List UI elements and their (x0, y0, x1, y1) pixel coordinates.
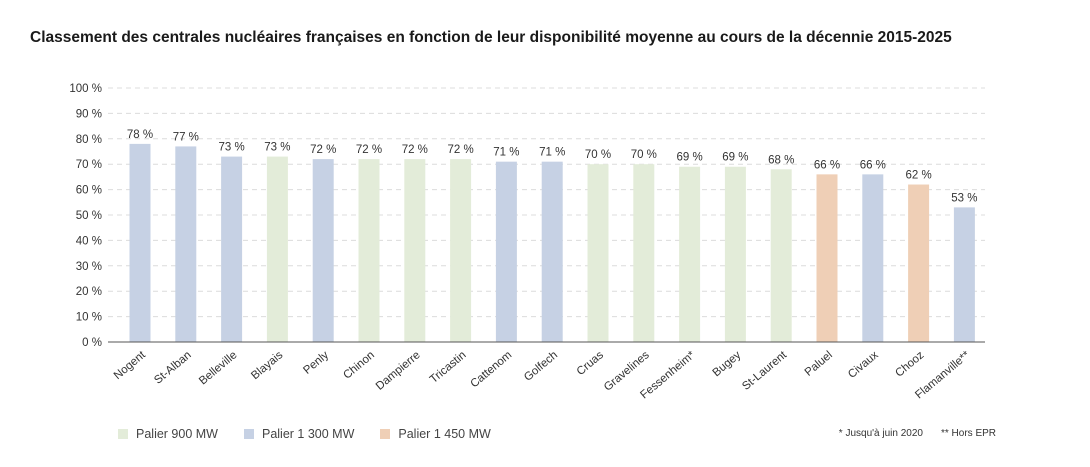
value-label: 73 % (218, 142, 244, 154)
y-tick-label: 20 % (76, 286, 102, 298)
chart-title: Classement des centrales nucléaires fran… (30, 29, 952, 46)
bar (495, 161, 517, 342)
category-label: Bugey (711, 349, 744, 379)
value-label: 71 % (493, 147, 519, 159)
value-label: 72 % (310, 144, 336, 156)
y-tick-label: 70 % (76, 159, 102, 171)
y-tick-label: 10 % (76, 312, 102, 324)
bar (266, 156, 288, 342)
bar (908, 184, 930, 342)
value-label: 72 % (402, 144, 428, 156)
footnote-flamanville: ** Hors EPR (940, 428, 996, 439)
category-label: St-Alban (152, 349, 194, 387)
value-label: 78 % (127, 129, 153, 141)
bar (450, 159, 472, 342)
legend-swatch-900 (118, 429, 128, 439)
value-label: 73 % (264, 142, 290, 154)
y-tick-label: 60 % (76, 185, 102, 197)
legend-swatch-1300 (243, 429, 254, 439)
value-label: 68 % (768, 154, 794, 166)
legend-label-900: Palier 900 MW (136, 427, 218, 441)
bar (679, 166, 701, 342)
value-label: 66 % (860, 159, 886, 171)
value-label: 69 % (722, 152, 748, 164)
y-tick-label: 90 % (76, 108, 102, 120)
footnotes: * Jusqu'à juin 2020 ** Hors EPR (839, 428, 996, 439)
bar (724, 166, 746, 342)
value-label: 62 % (905, 170, 931, 182)
bar (404, 159, 426, 342)
y-tick-label: 80 % (76, 134, 102, 146)
bar (175, 146, 197, 342)
category-label: Chooz (893, 349, 926, 380)
category-label: Golfech (522, 349, 560, 384)
bar (770, 169, 792, 342)
value-label: 72 % (447, 144, 473, 156)
category-label: Tricastin (428, 349, 469, 386)
value-label: 72 % (356, 144, 382, 156)
category-label: Belleville (197, 349, 239, 387)
category-label: Paluel (803, 349, 835, 379)
bar (312, 159, 334, 342)
bar (633, 164, 655, 342)
category-label: Blayais (249, 349, 285, 382)
value-label: 53 % (951, 192, 977, 204)
category-label: Dampierre (374, 349, 423, 393)
category-label: Cattenom (468, 349, 514, 390)
value-label: 70 % (631, 149, 657, 161)
value-label: 77 % (173, 131, 199, 143)
legend-swatch-1450 (380, 429, 391, 439)
category-label: Penly (301, 349, 331, 377)
legend: Palier 900 MW Palier 1 300 MW Palier 1 4… (118, 427, 491, 441)
bar (587, 164, 609, 342)
category-label: Cruas (575, 349, 606, 378)
value-label: 70 % (585, 149, 611, 161)
bar (541, 161, 563, 342)
bar (953, 207, 975, 342)
category-label: Nogent (112, 349, 149, 383)
category-label: St-Laurent (740, 349, 789, 393)
bar (129, 143, 151, 342)
y-tick-label: 50 % (76, 210, 102, 222)
legend-item-900: Palier 900 MW (118, 427, 218, 441)
legend-item-1450: Palier 1 450 MW (380, 427, 491, 441)
y-tick-label: 30 % (76, 261, 102, 273)
category-label: Civaux (846, 349, 881, 381)
footnote-fessenheim: * Jusqu'à juin 2020 (838, 428, 923, 439)
value-label: 69 % (676, 152, 702, 164)
y-tick-label: 40 % (76, 235, 102, 247)
bar (221, 156, 243, 342)
y-tick-label: 100 % (69, 83, 102, 95)
bar (862, 174, 884, 342)
bar (358, 159, 380, 342)
category-label: Chinon (341, 349, 377, 382)
bar (816, 174, 838, 342)
legend-label-1300: Palier 1 300 MW (261, 427, 355, 441)
y-tick-label: 0 % (82, 337, 102, 349)
legend-item-1300: Palier 1 300 MW (243, 427, 355, 441)
value-label: 66 % (814, 159, 840, 171)
legend-label-1450: Palier 1 450 MW (398, 427, 491, 441)
value-label: 71 % (539, 147, 565, 159)
